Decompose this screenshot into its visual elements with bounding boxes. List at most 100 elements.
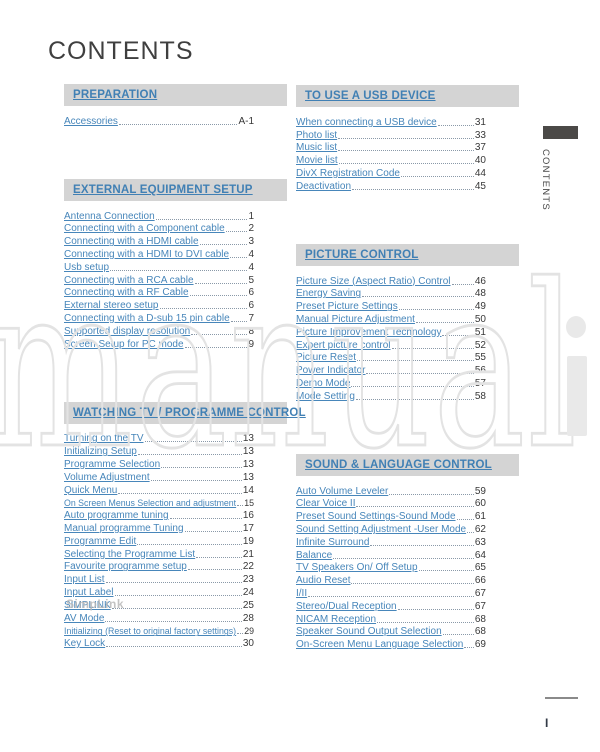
toc-entry[interactable]: Initializing (Reset to original factory … xyxy=(64,624,254,637)
section-header-link[interactable]: WATCHING TV / PROGRAMME CONTROL xyxy=(64,401,306,424)
toc-entry[interactable]: On-Screen Menu Language Selection 69 xyxy=(296,637,486,650)
toc-entry[interactable]: Expert picture control 52 xyxy=(296,338,486,351)
toc-entry-link[interactable]: Accessories xyxy=(64,115,118,127)
toc-entry-link[interactable]: Expert picture control xyxy=(296,339,391,351)
toc-entry[interactable]: Speaker Sound Output Selection 68 xyxy=(296,625,486,637)
toc-entry-link[interactable]: Input List xyxy=(64,574,105,586)
toc-entry-link[interactable]: Demo Mode xyxy=(296,377,351,389)
toc-entry[interactable]: Initializing Setup 13 xyxy=(64,444,254,457)
toc-entry[interactable]: Manual programme Tuning 17 xyxy=(64,521,254,534)
toc-entry-link[interactable]: Manual programme Tuning xyxy=(64,522,184,534)
toc-entry-link[interactable]: AV Mode xyxy=(64,612,105,624)
toc-entry[interactable]: Programme Selection 13 xyxy=(64,457,254,470)
toc-entry-link[interactable]: Connecting with a Component cable xyxy=(64,223,225,235)
toc-entry-link[interactable]: Quick Menu xyxy=(64,484,118,496)
toc-entry-link[interactable]: Balance xyxy=(296,549,333,561)
toc-entry-link[interactable]: Manual Picture Adjustment xyxy=(296,313,415,325)
toc-entry-link[interactable]: On-Screen Menu Language Selection xyxy=(296,639,464,651)
toc-entry[interactable]: DivX Registration Code 44 xyxy=(296,166,486,179)
toc-entry[interactable]: Manual Picture Adjustment 50 xyxy=(296,312,486,325)
toc-entry[interactable]: Infinite Surround 63 xyxy=(296,535,486,548)
toc-entry[interactable]: Supported display resolution 8 xyxy=(64,324,254,337)
toc-entry[interactable]: Selecting the Programme List 21 xyxy=(64,547,254,560)
toc-entry-link[interactable]: Clear Voice II xyxy=(296,498,356,510)
toc-entry-link[interactable]: Deactivation xyxy=(296,180,352,192)
toc-entry[interactable]: Energy Saving 48 xyxy=(296,287,486,300)
toc-entry[interactable]: Screen Setup for PC mode 9 xyxy=(64,337,254,350)
toc-entry[interactable]: Connecting with a RF Cable 6 xyxy=(64,286,254,299)
toc-entry[interactable]: Accessories A-1 xyxy=(64,114,254,127)
toc-entry[interactable]: Key Lock 30 xyxy=(64,636,254,649)
toc-entry-link[interactable]: Music list xyxy=(296,142,338,154)
toc-entry-link[interactable]: Volume Adjustment xyxy=(64,471,150,483)
toc-entry-link[interactable]: Preset Sound Settings-Sound Mode xyxy=(296,511,456,523)
toc-entry[interactable]: Clear Voice II 60 xyxy=(296,497,486,510)
toc-entry[interactable]: Stereo/Dual Reception 67 xyxy=(296,599,486,612)
toc-entry[interactable]: Auto Volume Leveler 59 xyxy=(296,484,486,497)
toc-entry[interactable]: Demo Mode 57 xyxy=(296,376,486,389)
toc-entry[interactable]: Picture Improvement Technology 51 xyxy=(296,325,486,338)
toc-entry[interactable]: Input Label 24 xyxy=(64,585,254,598)
toc-entry-link[interactable]: Programme Edit xyxy=(64,535,137,547)
toc-entry-link[interactable]: NICAM Reception xyxy=(296,613,377,625)
section-header-link[interactable]: PREPARATION xyxy=(64,84,287,106)
toc-entry-link[interactable]: Programme Selection xyxy=(64,458,161,470)
toc-entry-link[interactable]: Picture Size (Aspect Ratio) Control xyxy=(296,275,451,287)
toc-entry[interactable]: Antenna Connection 1 xyxy=(64,209,254,222)
toc-entry-link[interactable]: Screen Setup for PC mode xyxy=(64,338,184,350)
section-header-link[interactable]: EXTERNAL EQUIPMENT SETUP xyxy=(64,178,287,201)
toc-entry[interactable]: Movie list 40 xyxy=(296,153,486,166)
toc-entry-link[interactable]: Sound Setting Adjustment -User Mode xyxy=(296,523,467,535)
toc-entry[interactable]: I/II 67 xyxy=(296,586,486,599)
section-header-link[interactable]: TO USE A USB DEVICE xyxy=(296,85,519,107)
toc-entry[interactable]: NICAM Reception 68 xyxy=(296,612,486,625)
toc-entry-link[interactable]: Supported display resolution xyxy=(64,325,191,337)
toc-entry-link[interactable]: Auto programme tuning xyxy=(64,510,169,522)
toc-entry[interactable]: Connecting with a RCA cable 5 xyxy=(64,273,254,286)
section-header-link[interactable]: SOUND & LANGUAGE CONTROL xyxy=(296,453,519,476)
section-header-link[interactable]: PICTURE CONTROL xyxy=(296,243,519,266)
toc-entry-link[interactable]: Photo list xyxy=(296,129,338,141)
toc-entry[interactable]: Balance 64 xyxy=(296,548,486,561)
toc-entry-link[interactable]: SIMPLINK SimpLink xyxy=(64,596,125,611)
toc-entry[interactable]: TV Speakers On/ Off Setup 65 xyxy=(296,561,486,574)
toc-entry-link[interactable]: Favourite programme setup xyxy=(64,561,187,573)
toc-entry[interactable]: Power Indicator 56 xyxy=(296,363,486,376)
toc-entry-link[interactable]: TV Speakers On/ Off Setup xyxy=(296,562,418,574)
toc-entry-link[interactable]: Mode Setting xyxy=(296,390,355,402)
toc-entry[interactable]: Favourite programme setup 22 xyxy=(64,560,254,573)
toc-entry-link[interactable]: Initializing (Reset to original factory … xyxy=(64,626,237,637)
toc-entry[interactable]: Input List 23 xyxy=(64,572,254,585)
toc-entry-link[interactable]: Auto Volume Leveler xyxy=(296,485,389,497)
toc-entry-link[interactable]: DivX Registration Code xyxy=(296,167,400,179)
toc-entry-link[interactable]: Connecting with a RF Cable xyxy=(64,287,189,299)
toc-entry-link[interactable]: Connecting with a RCA cable xyxy=(64,274,194,286)
toc-entry[interactable]: Preset Picture Settings 49 xyxy=(296,299,486,312)
toc-entry-link[interactable]: Preset Picture Settings xyxy=(296,301,398,313)
toc-entry-link[interactable]: Power Indicator xyxy=(296,365,366,377)
toc-entry[interactable]: Turning on the TV 13 xyxy=(64,432,254,445)
toc-entry[interactable]: AV Mode 28 xyxy=(64,611,254,624)
toc-entry[interactable]: External stereo setup 6 xyxy=(64,298,254,311)
toc-entry-link[interactable]: Infinite Surround xyxy=(296,536,370,548)
toc-entry[interactable]: Picture Reset 55 xyxy=(296,351,486,363)
toc-entry-link[interactable]: Connecting with a D-sub 15 pin cable xyxy=(64,312,230,324)
toc-entry-link[interactable]: Antenna Connection xyxy=(64,210,155,222)
toc-entry[interactable]: Connecting with a D-sub 15 pin cable 7 xyxy=(64,311,254,324)
toc-entry-link[interactable]: Audio Reset xyxy=(296,575,351,587)
toc-entry[interactable]: Music list 37 xyxy=(296,141,486,154)
toc-entry-link[interactable]: Turning on the TV xyxy=(64,433,144,445)
toc-entry-link[interactable]: Stereo/Dual Reception xyxy=(296,600,397,612)
toc-entry[interactable]: Picture Size (Aspect Ratio) Control 46 xyxy=(296,274,486,287)
toc-entry[interactable]: Photo list 33 xyxy=(296,128,486,141)
toc-entry[interactable]: Mode Setting 58 xyxy=(296,389,486,402)
toc-entry-link[interactable]: Initializing Setup xyxy=(64,446,137,458)
toc-entry-link[interactable]: Energy Saving xyxy=(296,288,362,300)
toc-entry[interactable]: Auto programme tuning 16 xyxy=(64,508,254,521)
toc-entry-link[interactable]: Picture Improvement Technology xyxy=(296,326,442,338)
toc-entry-link[interactable]: Connecting with a HDMI to DVI cable xyxy=(64,248,230,260)
toc-entry-link[interactable]: External stereo setup xyxy=(64,300,159,312)
toc-entry[interactable]: Preset Sound Settings-Sound Mode 61 xyxy=(296,509,486,522)
toc-entry[interactable]: Connecting with a Component cable 2 xyxy=(64,222,254,235)
toc-entry[interactable]: Volume Adjustment 13 xyxy=(64,470,254,483)
